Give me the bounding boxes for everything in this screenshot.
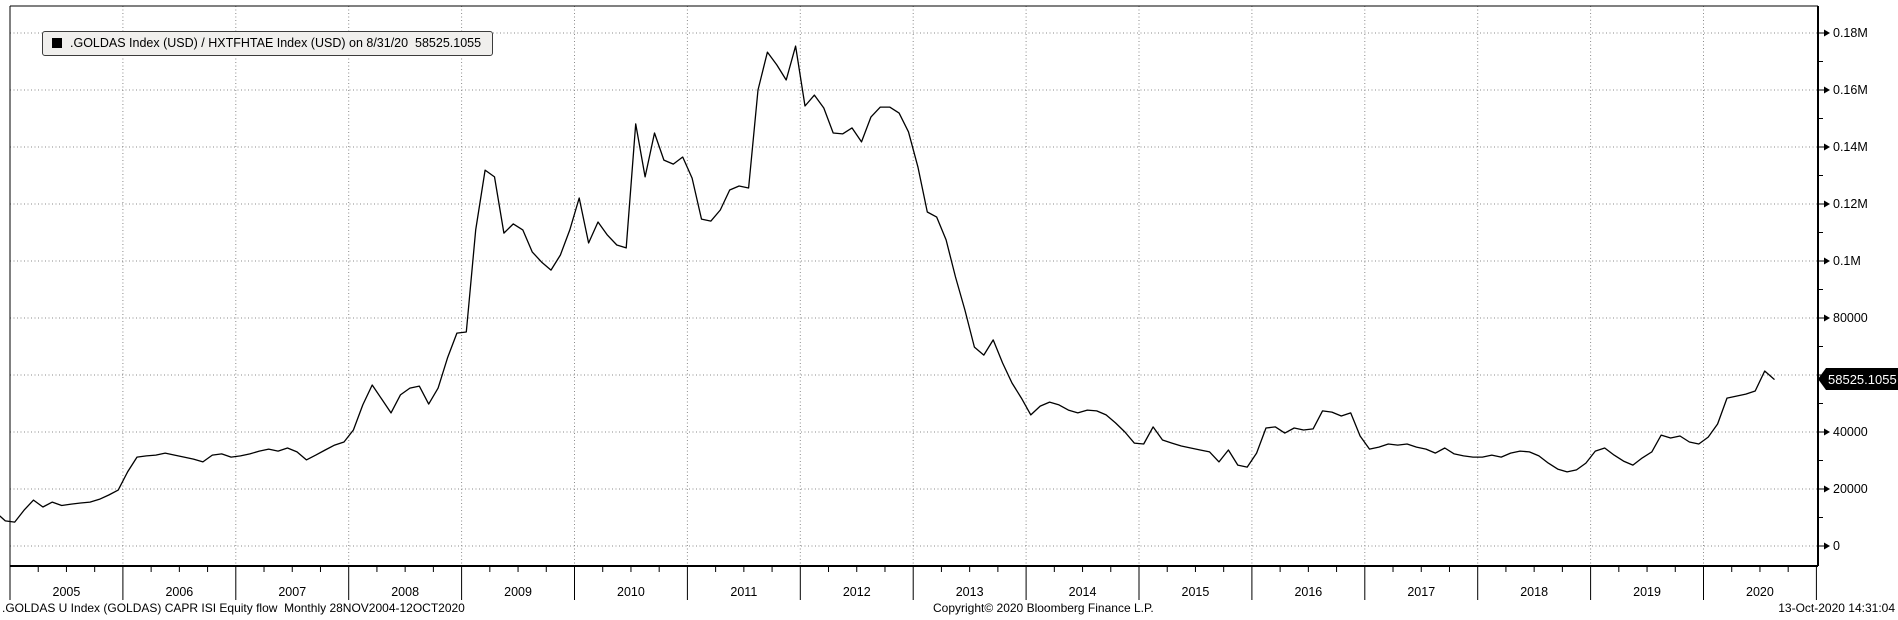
svg-text:2016: 2016 [1294, 585, 1322, 599]
svg-text:2020: 2020 [1746, 585, 1774, 599]
svg-text:2011: 2011 [730, 585, 757, 599]
last-value-tag: 58525.1055 [1818, 368, 1898, 390]
svg-text:0.16M: 0.16M [1833, 83, 1868, 97]
footer-timestamp: 13-Oct-2020 14:31:04 [1778, 601, 1895, 615]
footer-copyright: Copyright© 2020 Bloomberg Finance L.P. [933, 601, 1154, 615]
price-line [0, 45, 1775, 523]
svg-text:0: 0 [1833, 539, 1840, 553]
svg-text:2010: 2010 [617, 585, 645, 599]
svg-text:20000: 20000 [1833, 482, 1868, 496]
x-axis-ticks [9, 566, 1817, 600]
y-axis-labels: 0 20000 40000 80000 0.1M 0.12M 0.14M 0.16M 0.18M [1833, 26, 1868, 553]
last-value-text: 58525.1055 [1828, 371, 1897, 387]
svg-text:2012: 2012 [843, 585, 871, 599]
grid-vertical [9, 6, 1704, 566]
x-axis-year-labels: 2005 2006 2007 2008 2009 2010 2011 2012 2013 2014… [53, 585, 1774, 599]
legend-box[interactable]: .GOLDAS Index (USD) / HXTFHTAE Index (US… [42, 31, 494, 56]
svg-text:2015: 2015 [1182, 585, 1210, 599]
svg-text:2018: 2018 [1520, 585, 1548, 599]
svg-text:80000: 80000 [1833, 311, 1868, 325]
svg-text:2017: 2017 [1407, 585, 1435, 599]
svg-text:2009: 2009 [504, 585, 532, 599]
tag-arrow-left-icon [1818, 368, 1826, 390]
plot-border [9, 5, 1819, 567]
y-axis-ticks [1818, 29, 1830, 550]
grid-horizontal [10, 32, 1818, 547]
svg-text:0.12M: 0.12M [1833, 197, 1868, 211]
svg-text:0.14M: 0.14M [1833, 140, 1868, 154]
svg-text:2014: 2014 [1069, 585, 1097, 599]
svg-text:0.1M: 0.1M [1833, 254, 1861, 268]
legend-label: .GOLDAS Index (USD) / HXTFHTAE Index (US… [70, 36, 482, 50]
svg-text:2006: 2006 [165, 585, 193, 599]
svg-text:40000: 40000 [1833, 425, 1868, 439]
svg-text:2005: 2005 [53, 585, 81, 599]
svg-text:2008: 2008 [391, 585, 419, 599]
svg-text:2013: 2013 [956, 585, 984, 599]
series-marker-icon [52, 38, 62, 48]
footer-series-description: .GOLDAS U Index (GOLDAS) CAPR ISI Equity… [2, 601, 465, 615]
svg-text:0.18M: 0.18M [1833, 26, 1868, 40]
svg-text:2019: 2019 [1633, 585, 1661, 599]
svg-text:2007: 2007 [278, 585, 306, 599]
